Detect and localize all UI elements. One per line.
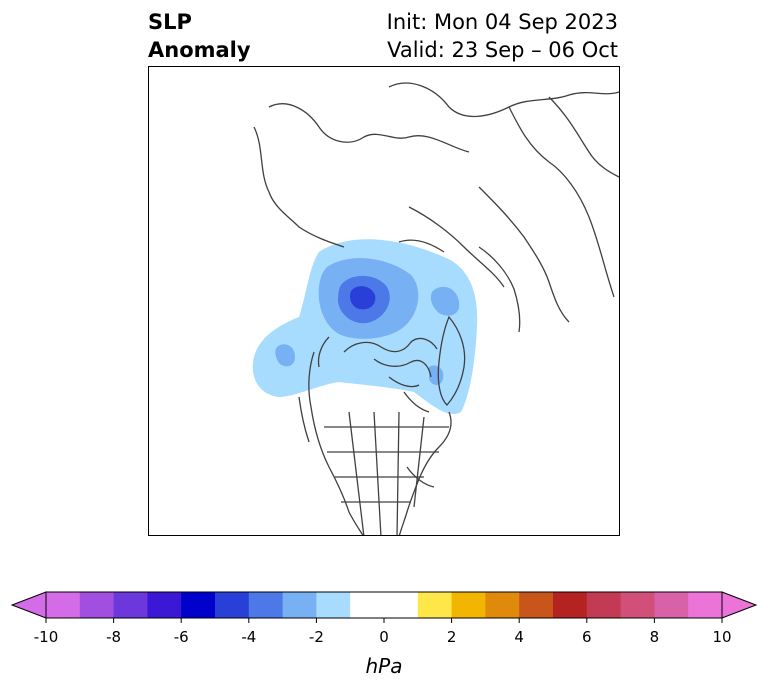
colorbar-swatch bbox=[519, 592, 554, 618]
colorbar-ticks: -10 -8 -6 -4 -2 0 2 4 6 8 10 bbox=[34, 618, 732, 646]
title-line-slp: SLP bbox=[148, 10, 192, 34]
colorbar-tick-label: -4 bbox=[241, 628, 256, 646]
anomaly-lobe-south bbox=[429, 365, 444, 385]
colorbar-swatch bbox=[215, 592, 250, 618]
colorbar-swatch bbox=[586, 592, 622, 618]
colorbar-swatches bbox=[10, 591, 758, 619]
colorbar-swatch bbox=[485, 592, 520, 618]
colorbar-swatch bbox=[688, 592, 723, 618]
colorbar-tick-label: -2 bbox=[309, 628, 324, 646]
colorbar: -10 -8 -6 -4 -2 0 2 4 6 8 10 bbox=[10, 591, 758, 646]
colorbar-swatch bbox=[451, 592, 486, 618]
map-panel bbox=[148, 66, 620, 536]
title-line-anomaly: Anomaly bbox=[148, 38, 251, 62]
colorbar-tick-label: 10 bbox=[712, 628, 731, 646]
colorbar-swatch bbox=[384, 592, 419, 618]
colorbar-tick-label: 4 bbox=[514, 628, 524, 646]
colorbar-swatch bbox=[417, 592, 453, 618]
colorbar-swatch bbox=[46, 592, 81, 618]
valid-dates: Valid: 23 Sep – 06 Oct bbox=[387, 38, 618, 62]
map-title: SLP Anomaly bbox=[148, 8, 251, 64]
colorbar-tick-label: 2 bbox=[447, 628, 457, 646]
colorbar-extend-min bbox=[10, 591, 47, 619]
colorbar-unit-label: hPa bbox=[365, 654, 403, 678]
anomaly-lobe-west bbox=[275, 344, 295, 367]
colorbar-tick-label: -6 bbox=[174, 628, 189, 646]
colorbar-swatch bbox=[113, 592, 148, 618]
anomaly-lobe-east bbox=[430, 286, 460, 316]
colorbar-swatch bbox=[350, 592, 385, 618]
coastlines bbox=[253, 82, 619, 535]
colorbar-swatch bbox=[248, 592, 284, 618]
colorbar-swatch bbox=[553, 592, 588, 618]
colorbar-tick-label: 6 bbox=[582, 628, 592, 646]
colorbar-tick-label: 8 bbox=[650, 628, 660, 646]
colorbar-tick-label: -10 bbox=[34, 628, 59, 646]
init-date: Init: Mon 04 Sep 2023 bbox=[386, 10, 618, 34]
colorbar-extend-max bbox=[721, 591, 758, 619]
colorbar-swatch bbox=[181, 592, 216, 618]
map-dates: Init: Mon 04 Sep 2023 Valid: 23 Sep – 06… bbox=[387, 8, 618, 64]
anomaly-shading bbox=[252, 239, 478, 415]
anomaly-contour-minus4 bbox=[349, 286, 376, 310]
colorbar-swatch bbox=[282, 592, 317, 618]
colorbar-swatch bbox=[147, 592, 182, 618]
colorbar-tick-label: 0 bbox=[379, 628, 389, 646]
colorbar-swatch bbox=[620, 592, 655, 618]
anomaly-map bbox=[252, 82, 619, 535]
colorbar-swatch bbox=[79, 592, 115, 618]
colorbar-swatch bbox=[316, 592, 351, 618]
colorbar-tick-label: -8 bbox=[106, 628, 121, 646]
colorbar-swatch bbox=[654, 592, 689, 618]
